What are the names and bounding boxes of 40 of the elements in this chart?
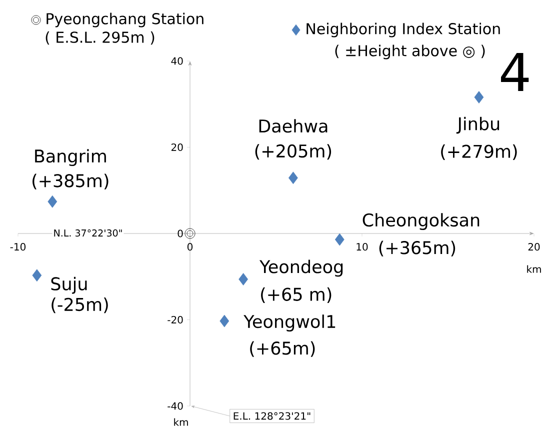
x-tick-label: 20 <box>528 243 540 251</box>
annotation: (+365m) <box>379 240 456 256</box>
point <box>220 314 230 328</box>
text: E.L. 128°23'21" <box>234 412 310 420</box>
point <box>48 195 58 208</box>
y-tick-label: 20 <box>171 143 183 152</box>
annotation: (+65 m) <box>261 287 332 304</box>
legend-label: Neighboring Index Station <box>306 22 500 38</box>
annotation: (+205m) <box>255 144 332 160</box>
annotation: Yeondeog <box>259 260 343 277</box>
y-tick-label: -40 <box>168 402 183 410</box>
point <box>474 91 484 104</box>
annotation: (+385m) <box>32 174 108 190</box>
y-tick-label: -20 <box>168 316 183 324</box>
y-tick-label: 0 <box>178 230 183 238</box>
point <box>334 233 344 246</box>
point <box>184 228 196 239</box>
text: ( E.S.L. 295m ) <box>46 31 154 45</box>
point <box>238 273 248 286</box>
x-tick-label: 10 <box>356 243 368 251</box>
x-tick-label: 0 <box>187 243 193 251</box>
annotation: 4 <box>501 53 529 91</box>
annotation: (-25m) <box>52 298 108 314</box>
legend-label: Pyeongchang Station <box>46 12 204 28</box>
text: km <box>174 418 188 426</box>
annotation: km <box>527 265 541 273</box>
annotation: Yeongwol1 <box>244 314 336 332</box>
annotation: Cheongoksan <box>362 213 480 230</box>
annotation: N.L. 37°22'30" <box>54 229 122 237</box>
annotation: Bangrim <box>35 149 106 166</box>
annotation: (+279m) <box>441 144 517 160</box>
y-tick-label: 40 <box>171 57 183 65</box>
annotation: Suju <box>51 276 87 294</box>
annotation: Jinbu <box>456 116 500 134</box>
text: ( ±Height above ◎ ) <box>335 44 485 60</box>
annotation: (+65m) <box>250 341 315 357</box>
point <box>32 269 42 282</box>
point <box>288 172 298 184</box>
x-tick-label: -10 <box>10 243 26 251</box>
annotation: Daehwa <box>259 119 328 133</box>
